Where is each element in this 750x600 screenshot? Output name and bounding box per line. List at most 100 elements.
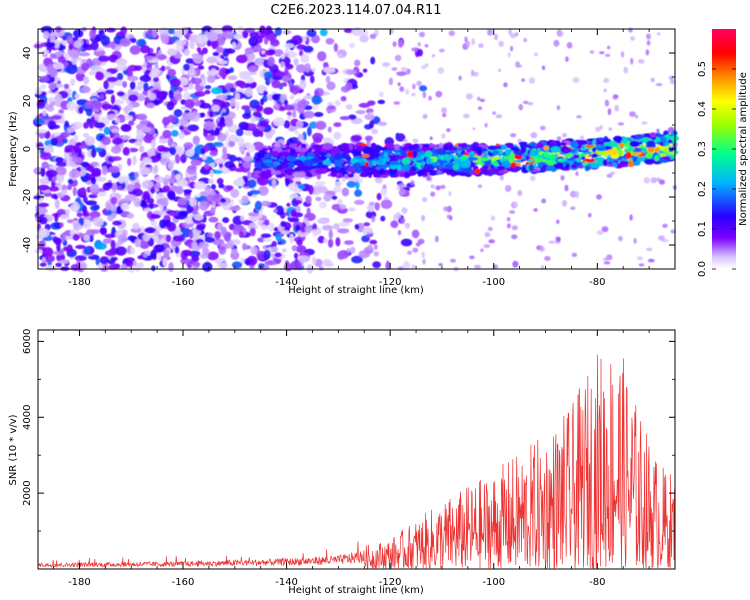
spectrogram-noise-blob xyxy=(188,83,194,90)
spectrogram-speckle xyxy=(614,104,619,112)
spectrogram-noise-blob xyxy=(157,251,162,261)
spectrogram-noise-blob xyxy=(276,71,286,78)
spectrogram-noise-blob xyxy=(85,200,97,206)
spectrogram-band-blob xyxy=(344,173,349,180)
spectrogram-band-blob xyxy=(635,134,644,139)
spectrogram-speckle xyxy=(401,207,408,214)
spectrogram-noise-blob xyxy=(404,88,410,95)
spectrogram-noise-blob xyxy=(377,121,387,127)
spectrogram-noise-blob xyxy=(188,230,194,240)
spectrogram-noise-blob xyxy=(304,63,311,73)
spectrogram-band-blob xyxy=(497,166,506,170)
spectrogram-noise-blob xyxy=(274,27,282,36)
spectrogram-noise-blob xyxy=(175,43,184,52)
spectrogram-noise-blob xyxy=(54,212,59,223)
spectrogram-noise-blob xyxy=(355,110,366,115)
spectrogram-noise-blob xyxy=(93,49,106,57)
spectrogram-band-blob xyxy=(318,155,328,161)
spectrogram-noise-blob xyxy=(323,68,336,74)
spectrogram-noise-blob xyxy=(59,222,64,228)
spectrogram-speckle xyxy=(494,33,498,41)
spectrogram-noise-blob xyxy=(186,205,194,214)
spectrogram-noise-blob xyxy=(64,154,70,160)
spectrogram-noise-blob xyxy=(400,238,413,247)
spectrogram-band-blob xyxy=(513,148,521,152)
spectrogram-band-blob xyxy=(575,162,581,167)
spectrogram-noise-blob xyxy=(72,233,80,241)
spectrogram-noise-blob xyxy=(136,93,145,102)
spectrogram-noise-blob xyxy=(247,65,259,73)
spectrogram-noise-blob xyxy=(300,225,307,233)
spectrogram-noise-blob xyxy=(367,203,375,212)
spectrogram-noise-blob xyxy=(212,51,220,57)
spectrogram-noise-blob xyxy=(54,83,65,89)
spectrogram-noise-blob xyxy=(216,46,224,53)
spectrogram-speckle xyxy=(508,210,516,214)
spectrogram-noise-blob xyxy=(270,128,276,135)
spectrogram-speckle xyxy=(523,37,528,43)
spectrogram-noise-blob xyxy=(233,33,245,40)
spectrogram-speckle xyxy=(647,258,655,263)
spectrogram-band-blob xyxy=(412,150,418,158)
spectrogram-noise-blob xyxy=(165,234,171,243)
spectrogram-noise-blob xyxy=(39,262,47,267)
spectrogram-y-tick-label: 20 xyxy=(22,95,33,108)
spectrogram-band-blob xyxy=(307,148,313,153)
spectrogram-noise-blob xyxy=(40,84,47,90)
spectrogram-speckle xyxy=(483,244,491,249)
spectrogram-band-blob xyxy=(401,157,411,165)
spectrogram-noise-blob xyxy=(110,196,118,205)
spectrogram-speckle xyxy=(521,78,525,82)
colorbar-tick-label: 0.3 xyxy=(697,141,708,157)
spectrogram-noise-blob xyxy=(187,124,199,132)
spectrogram-noise-blob xyxy=(143,82,149,92)
spectrogram-speckle xyxy=(575,171,579,176)
spectrogram-noise-blob xyxy=(243,131,255,136)
spectrogram-noise-blob xyxy=(333,223,340,230)
spectrogram-noise-blob xyxy=(350,246,356,254)
spectrogram-speckle xyxy=(395,212,402,220)
spectrogram-noise-blob xyxy=(132,222,140,230)
spectrogram-speckle xyxy=(458,75,462,81)
spectrogram-noise-blob xyxy=(68,48,80,59)
spectrogram-noise-blob xyxy=(183,189,193,194)
spectrogram-band-blob xyxy=(296,148,308,152)
spectrogram-noise-blob xyxy=(185,195,191,200)
spectrogram-noise-blob xyxy=(254,200,262,211)
spectrogram-band-blob xyxy=(601,138,612,143)
spectrogram-noise-blob xyxy=(220,89,228,94)
spectrogram-noise-blob xyxy=(318,266,324,271)
spectrogram-noise-blob xyxy=(261,50,266,55)
spectrogram-band-blob xyxy=(467,157,479,161)
spectrogram-speckle xyxy=(655,83,663,87)
spectrogram-band-blob xyxy=(596,147,607,152)
spectrogram-x-tick-label: -100 xyxy=(482,277,505,288)
spectrogram-noise-blob xyxy=(120,202,130,211)
spectrogram-band-blob xyxy=(639,144,644,148)
spectrogram-noise-blob xyxy=(236,176,244,186)
spectrogram-noise-blob xyxy=(166,48,178,56)
spectrogram-speckle xyxy=(512,260,518,268)
spectrogram-noise-blob xyxy=(73,222,82,231)
spectrogram-noise-blob xyxy=(351,134,362,142)
spectrogram-noise-blob xyxy=(240,124,246,130)
spectrogram-noise-blob xyxy=(78,106,84,114)
snr-x-tick-label: -100 xyxy=(482,577,505,588)
spectrogram-noise-blob xyxy=(228,134,238,142)
spectrogram-noise-blob xyxy=(250,115,256,124)
spectrogram-noise-blob xyxy=(179,117,188,126)
spectrogram-band-blob xyxy=(528,142,538,146)
spectrogram-band-blob xyxy=(255,162,262,170)
spectrogram-speckle xyxy=(473,71,479,77)
spectrogram-speckle xyxy=(373,244,378,250)
spectrogram-noise-blob xyxy=(66,35,75,45)
spectrogram-band-blob xyxy=(645,152,653,159)
spectrogram-noise-blob xyxy=(80,86,91,94)
spectrogram-band-blob xyxy=(427,143,437,148)
spectrogram-noise-blob xyxy=(62,131,71,138)
spectrogram-noise-blob xyxy=(111,145,122,154)
spectrogram-noise-blob xyxy=(64,120,69,128)
spectrogram-noise-blob xyxy=(317,218,329,225)
spectrogram-noise-blob xyxy=(235,128,244,137)
spectrogram-speckle xyxy=(421,65,427,69)
